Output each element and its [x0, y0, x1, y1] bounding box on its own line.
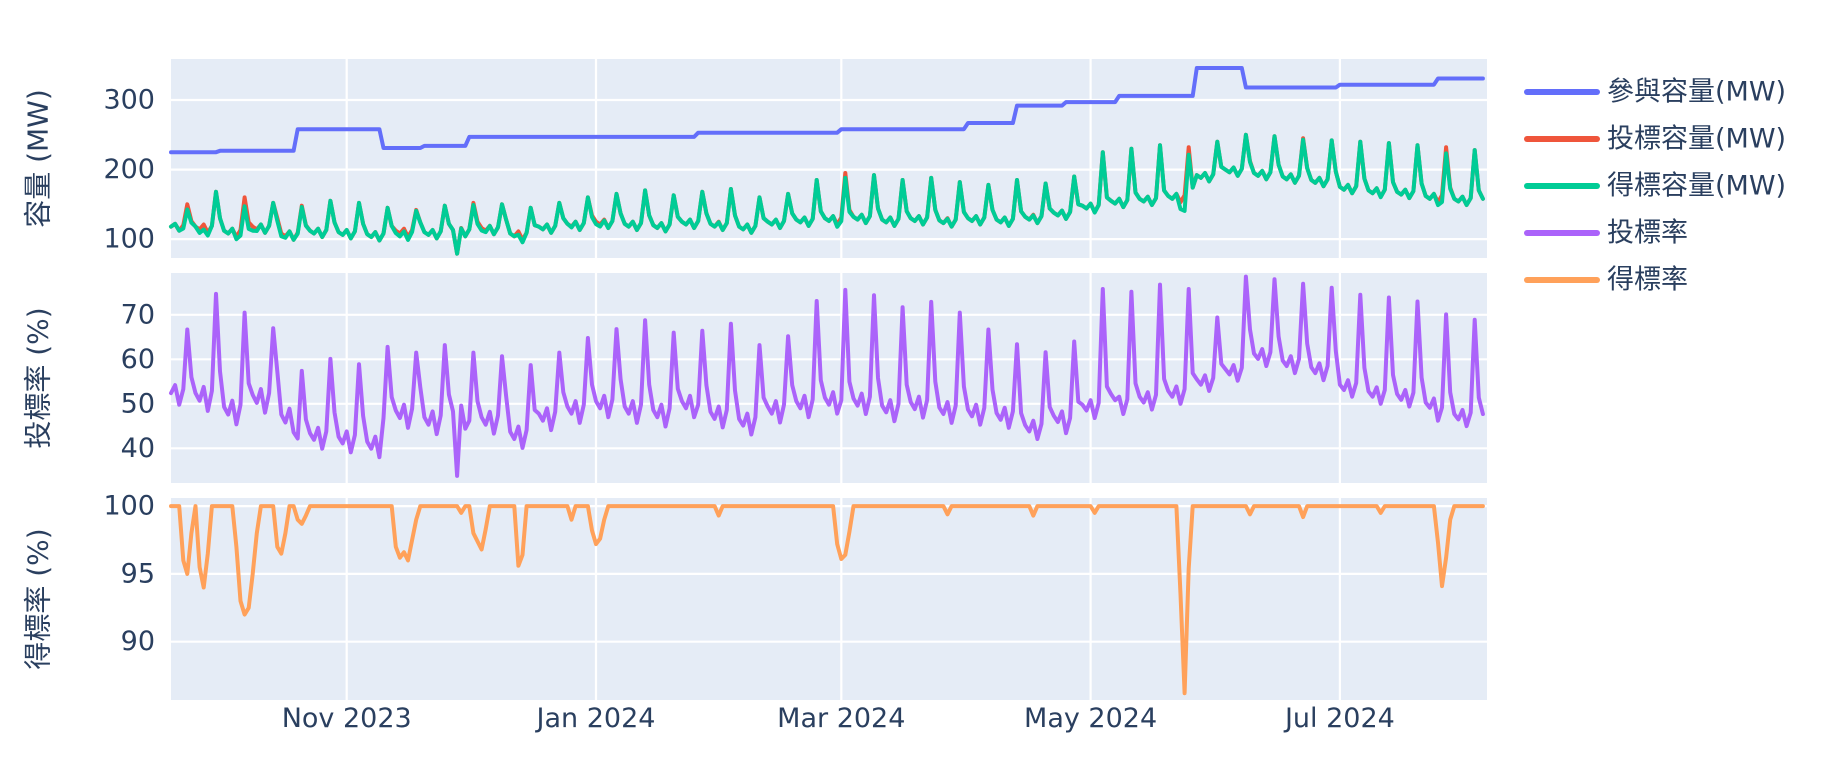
- legend-item-label: 參與容量(MW): [1607, 77, 1786, 108]
- legend-item-2[interactable]: 得標容量(MW): [1524, 171, 1786, 202]
- x-tick-label: Jan 2024: [535, 703, 656, 734]
- legend-item-4[interactable]: 得標率: [1524, 265, 1688, 296]
- legend-item-0[interactable]: 參與容量(MW): [1524, 77, 1786, 108]
- x-tick-label: Mar 2024: [777, 703, 905, 734]
- y-tick-label: 300: [103, 85, 155, 116]
- y-tick-label: 95: [121, 558, 155, 589]
- y-axis-title-capacity: 容量 (MW): [22, 89, 55, 228]
- legend-item-label: 投標容量(MW): [1607, 124, 1786, 155]
- y-axis-title-bid-rate: 投標率 (%): [22, 307, 55, 448]
- y-tick-label: 50: [121, 388, 155, 419]
- y-tick-label: 90: [121, 626, 155, 657]
- line-參與容量(MW): [169, 66, 1485, 155]
- legend-item-label: 得標容量(MW): [1607, 171, 1786, 202]
- line-得標率: [169, 504, 1485, 696]
- x-tick-label: May 2024: [1024, 703, 1157, 734]
- y-tick-label: 200: [103, 154, 155, 185]
- y-tick-label: 100: [103, 491, 155, 522]
- legend-item-1[interactable]: 投標容量(MW): [1524, 124, 1786, 155]
- x-tick-label: Nov 2023: [282, 703, 412, 734]
- subplot-win-rate: 90 95 100 得標率 (%): [22, 491, 1487, 700]
- y-tick-label: 70: [121, 299, 155, 330]
- plot-area-win-rate[interactable]: [171, 498, 1487, 700]
- legend-item-3[interactable]: 投標率: [1524, 218, 1688, 249]
- legend-item-label: 得標率: [1607, 265, 1688, 296]
- x-tick-label: Jul 2024: [1283, 703, 1395, 734]
- y-tick-label: 40: [121, 433, 155, 464]
- line-投標率: [169, 274, 1485, 478]
- plot-area-bid-rate[interactable]: [171, 273, 1487, 483]
- line-得標容量(MW): [169, 132, 1485, 256]
- y-tick-label: 100: [103, 224, 155, 255]
- legend-item-label: 投標率: [1607, 218, 1688, 249]
- y-axis-title-win-rate: 得標率 (%): [22, 528, 55, 669]
- y-tick-label: 60: [121, 344, 155, 375]
